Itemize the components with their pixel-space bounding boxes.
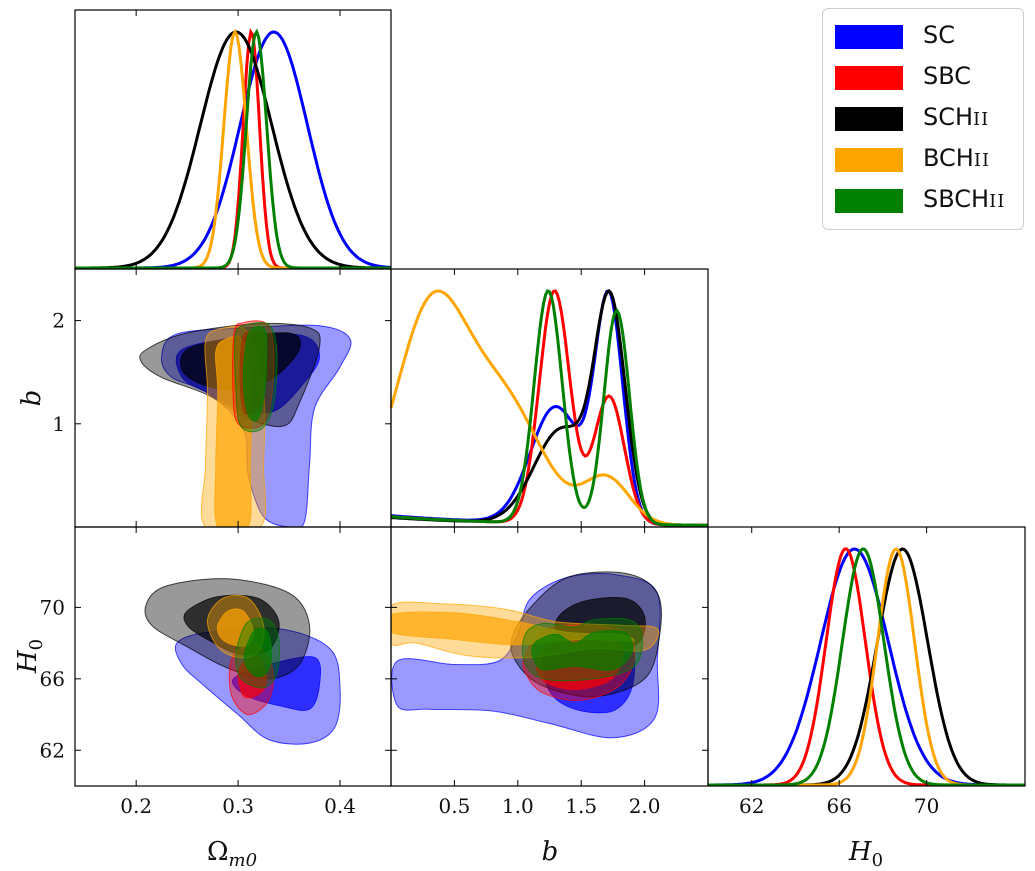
x-axis-title-omega: Ωm0 xyxy=(207,837,257,871)
curve-b-bchii xyxy=(389,289,708,527)
x-tick-label-omega-2: 0.4 xyxy=(324,794,356,818)
contour-inner-sbch-omega-h0 xyxy=(243,627,273,678)
panel-frame-h0-diag xyxy=(707,526,1026,787)
x-tick-label-b-3: 2.0 xyxy=(629,794,661,818)
contours-omega-b xyxy=(139,320,352,527)
legend-label-sc: SC xyxy=(923,21,955,49)
contour-inner-sbch-b-h0 xyxy=(531,630,634,671)
legend-item-bch2: BCHII xyxy=(835,144,1020,172)
x-tick-label-b-1: 1.0 xyxy=(502,794,534,818)
legend-item-sch2: SCHII xyxy=(835,103,1020,131)
x-tick-label-b-2: 1.5 xyxy=(565,794,597,818)
contours-omega-h0 xyxy=(144,578,341,745)
legend-label-sch2: SCHII xyxy=(923,103,990,131)
curve-omega-sbchii xyxy=(75,28,391,270)
legend-label-sbch2: SBCHII xyxy=(923,185,1006,213)
tick-layer: 0.2 0.3 0.4 0.5 1.0 1.5 2.0 62 66 70 1 2 62 66 70 xyxy=(40,10,939,818)
y-axis-title-h0: H0 xyxy=(13,639,47,674)
legend-swatch-sc xyxy=(835,25,903,49)
curve-layer xyxy=(75,28,1025,787)
x-tick-label-b-0: 0.5 xyxy=(438,794,470,818)
y-tick-label-b-1: 2 xyxy=(52,309,65,333)
x-tick-label-omega-1: 0.3 xyxy=(222,794,254,818)
y-tick-label-b-0: 1 xyxy=(52,412,65,436)
legend-item-sbc: SBC xyxy=(835,62,1020,90)
x-tick-label-omega-0: 0.2 xyxy=(120,794,152,818)
legend: SC SBC SCHII BCHII SBCHII xyxy=(822,8,1024,230)
x-tick-label-h0-0: 62 xyxy=(739,794,764,818)
x-axis-title-b: b xyxy=(542,837,559,867)
legend-label-sbc: SBC xyxy=(923,62,972,90)
legend-swatch-bch2 xyxy=(835,148,903,172)
legend-swatch-sch2 xyxy=(835,107,903,131)
legend-label-bch2: BCHII xyxy=(923,144,991,172)
contour-layer xyxy=(139,320,662,745)
legend-swatch-sbch2 xyxy=(835,189,903,213)
y-tick-label-h0-1: 66 xyxy=(40,667,65,691)
legend-item-sbch2: SBCHII xyxy=(835,185,1020,213)
y-tick-label-h0-0: 62 xyxy=(40,738,65,762)
axis-label-layer: Ωm0 b H0 b H0 xyxy=(13,390,883,871)
legend-item-sc: SC xyxy=(835,21,1020,49)
y-axis-title-b: b xyxy=(17,390,47,407)
panel-frames xyxy=(74,9,1026,787)
curve-h0-sbchii xyxy=(708,547,1025,787)
legend-swatch-sbc xyxy=(835,66,903,90)
y-tick-label-h0-2: 70 xyxy=(40,595,65,619)
contour-inner-sbch-omega-b xyxy=(242,326,268,422)
x-tick-label-h0-2: 70 xyxy=(914,794,939,818)
contours-b-h0 xyxy=(391,571,662,739)
curve-b-sbchii xyxy=(390,289,708,527)
x-axis-title-h0: H0 xyxy=(848,837,883,871)
x-tick-label-h0-1: 66 xyxy=(826,794,851,818)
